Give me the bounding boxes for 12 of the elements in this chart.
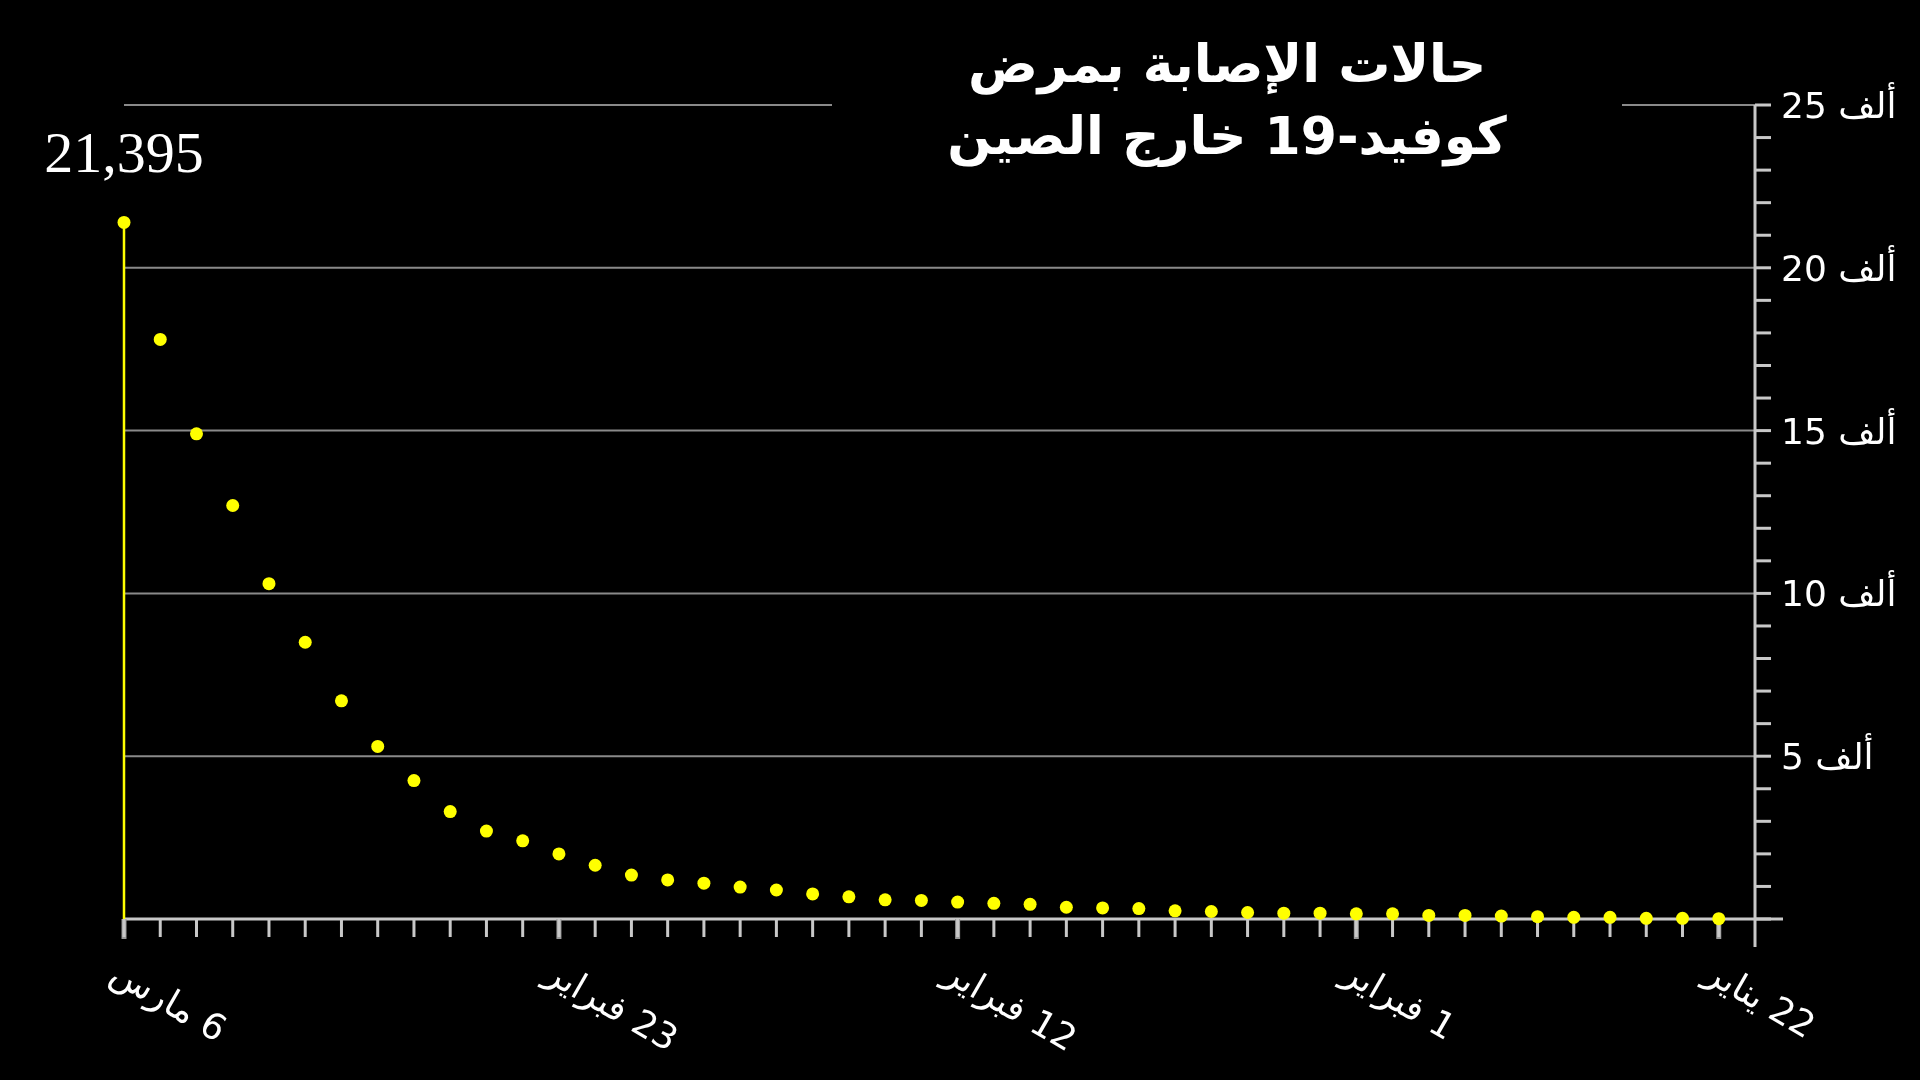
x-tick-label: 1 فبراير (1334, 950, 1463, 1049)
x-tick-label: 12 فبراير (935, 950, 1084, 1061)
annotation: 21,395 (44, 120, 204, 186)
x-tick-label: 23 فبراير (536, 950, 686, 1061)
y-tick-label: 5 ألف (1781, 733, 1874, 778)
y-tick-label: 15 ألف (1781, 407, 1897, 452)
y-tick-label: 25 ألف (1781, 82, 1897, 126)
x-tick-label: 6 مارس (103, 951, 234, 1051)
y-tick-label: 10 ألف (1781, 570, 1897, 615)
chart-title: حالات الإصابة بمرض كوفيد-19 خارج الصين (946, 33, 1508, 169)
y-tick-label: 20 ألف (1781, 244, 1897, 289)
x-tick-label: 22 يناير (1696, 950, 1823, 1048)
